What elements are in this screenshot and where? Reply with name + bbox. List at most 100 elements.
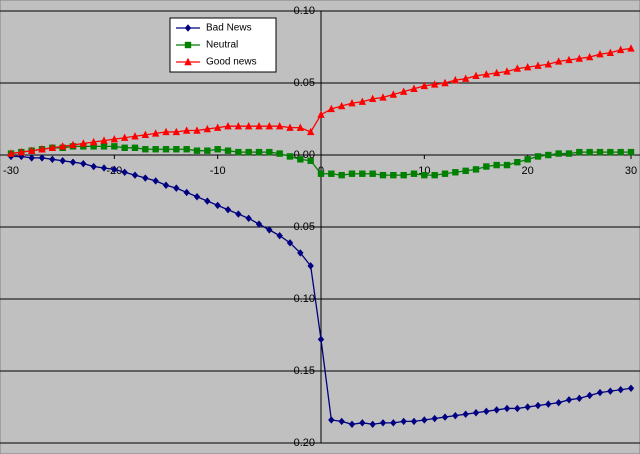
marker <box>38 154 46 162</box>
marker <box>596 388 604 397</box>
marker <box>616 45 625 54</box>
marker <box>255 220 263 228</box>
marker <box>596 148 604 156</box>
marker <box>554 57 563 65</box>
marker <box>514 159 521 166</box>
marker <box>430 80 439 88</box>
marker <box>296 123 305 131</box>
legend: Bad News Neutral Good news <box>169 17 277 73</box>
marker <box>420 81 429 90</box>
marker <box>627 44 635 52</box>
marker <box>18 152 25 161</box>
marker <box>338 171 345 179</box>
marker <box>265 122 274 130</box>
marker <box>214 201 221 210</box>
legend-marker <box>184 57 192 66</box>
marker <box>131 132 139 140</box>
marker <box>534 61 542 69</box>
marker <box>389 90 398 98</box>
marker <box>162 146 170 153</box>
marker <box>204 147 211 154</box>
marker <box>110 134 119 143</box>
marker <box>245 214 252 223</box>
marker <box>503 67 511 75</box>
marker <box>627 148 635 156</box>
marker <box>534 153 542 160</box>
marker <box>452 169 459 176</box>
marker <box>441 170 449 177</box>
marker <box>28 154 35 162</box>
marker <box>286 123 294 131</box>
marker <box>358 97 367 105</box>
marker <box>173 146 180 153</box>
marker <box>266 226 273 234</box>
marker <box>359 419 366 427</box>
y-tick-label: 0.05 <box>294 77 315 89</box>
x-tick-label: 20 <box>522 165 534 177</box>
marker <box>441 413 449 421</box>
marker <box>27 146 36 154</box>
marker <box>421 416 428 424</box>
marker <box>59 157 66 165</box>
marker <box>555 150 562 157</box>
marker <box>234 122 243 130</box>
marker <box>235 210 242 218</box>
marker <box>585 52 594 61</box>
marker <box>606 48 615 56</box>
legend-label: Neutral <box>206 40 238 51</box>
marker <box>338 417 345 426</box>
marker <box>451 75 460 84</box>
marker <box>131 171 139 179</box>
marker <box>286 239 294 247</box>
marker <box>514 404 521 413</box>
marker <box>224 122 232 130</box>
marker <box>565 55 573 64</box>
marker <box>545 400 552 408</box>
marker <box>596 50 604 58</box>
marker <box>368 94 377 103</box>
marker <box>390 171 397 179</box>
marker <box>607 148 614 156</box>
marker <box>410 417 418 426</box>
marker <box>410 84 418 92</box>
marker <box>472 409 480 417</box>
x-tick-label: 30 <box>625 165 637 177</box>
marker <box>69 158 77 166</box>
marker <box>255 122 263 130</box>
marker <box>627 384 635 392</box>
marker <box>131 144 139 151</box>
marker <box>555 398 562 407</box>
marker <box>492 68 501 77</box>
marker <box>224 206 232 214</box>
y-tick-label: -0.20 <box>290 437 315 449</box>
marker <box>38 145 46 153</box>
marker <box>399 87 408 95</box>
marker <box>400 417 407 426</box>
marker <box>244 122 253 130</box>
marker <box>307 262 314 270</box>
marker <box>100 164 108 172</box>
marker <box>565 396 573 404</box>
marker <box>152 177 159 185</box>
legend-label: Good news <box>206 57 257 68</box>
marker <box>317 110 325 118</box>
marker <box>348 98 356 107</box>
marker <box>317 170 325 177</box>
y-tick-label: 0.10 <box>294 5 315 17</box>
marker <box>183 188 190 197</box>
marker <box>575 54 584 62</box>
marker <box>337 101 346 110</box>
marker <box>483 407 490 416</box>
marker <box>80 159 87 168</box>
marker <box>503 404 511 413</box>
marker <box>90 162 97 171</box>
marker <box>462 167 469 175</box>
marker <box>461 74 470 82</box>
marker <box>89 137 98 146</box>
y-tick-label: -0.10 <box>290 293 315 305</box>
marker <box>90 143 97 150</box>
marker <box>359 170 366 177</box>
marker <box>307 157 314 164</box>
marker <box>452 411 459 420</box>
marker <box>586 391 593 400</box>
